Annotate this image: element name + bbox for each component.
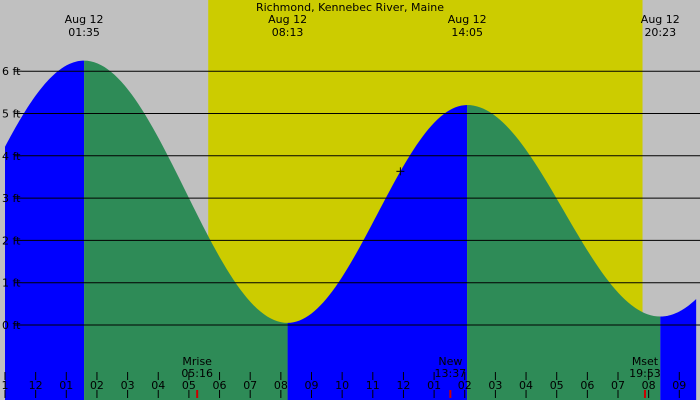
y-tick-label: 1 ft (2, 277, 21, 290)
extreme-time-label: 01:35 (68, 26, 100, 39)
y-tick-label: 2 ft (2, 234, 21, 247)
x-tick-label: 01 (427, 379, 441, 392)
chart-title: Richmond, Kennebec River, Maine (256, 1, 444, 14)
gridline-layer (4, 70, 700, 398)
x-tick-label: 06 (580, 379, 594, 392)
rising-tide-area (5, 60, 85, 400)
y-tick-label: 6 ft (2, 65, 21, 78)
x-tick-label: 05 (550, 379, 564, 392)
rising-tide-area (660, 299, 697, 400)
falling-tide-area (467, 105, 661, 400)
extreme-date-label: Aug 12 (268, 13, 307, 26)
x-tick-label: 12 (396, 379, 410, 392)
x-tick-label: 08 (642, 379, 656, 392)
x-tick-label: 09 (672, 379, 686, 392)
x-tick-label: 02 (458, 379, 472, 392)
event-label: New (438, 355, 462, 368)
x-tick-label: 07 (611, 379, 625, 392)
event-time-label: 13:37 (434, 367, 466, 380)
extreme-date-label: Aug 12 (641, 13, 680, 26)
x-tick-label: 03 (488, 379, 502, 392)
y-tick-label: 0 ft (2, 319, 21, 332)
event-time-label: 19:53 (629, 367, 661, 380)
x-tick-label: 03 (121, 379, 135, 392)
x-tick-label: 09 (305, 379, 319, 392)
extreme-time-label: 08:13 (272, 26, 304, 39)
event-label: Mrise (182, 355, 212, 368)
event-time-label: 05:16 (181, 367, 213, 380)
y-tick-label: 5 ft (2, 108, 21, 121)
x-tick-label: 1 (2, 379, 9, 392)
extreme-time-label: 20:23 (644, 26, 676, 39)
extreme-date-label: Aug 12 (448, 13, 487, 26)
x-tick-label: 07 (243, 379, 257, 392)
y-tick-label: 4 ft (2, 150, 21, 163)
x-tick-label: 02 (90, 379, 104, 392)
x-tick-label: 08 (274, 379, 288, 392)
extreme-date-label: Aug 12 (65, 13, 104, 26)
falling-tide-area (84, 60, 288, 400)
x-tick-label: 01 (59, 379, 73, 392)
x-tick-label: 06 (213, 379, 227, 392)
x-tick-label: 04 (519, 379, 533, 392)
x-tick-label: 12 (29, 379, 43, 392)
tide-area-layer (5, 60, 697, 400)
x-tick-label: 10 (335, 379, 349, 392)
event-label: Mset (632, 355, 659, 368)
x-tick-label: 05 (182, 379, 196, 392)
x-tick-label: 11 (366, 379, 380, 392)
rising-tide-area (287, 105, 468, 400)
extreme-time-label: 14:05 (451, 26, 483, 39)
label-layer: 6 ft 5 ft 4 ft 3 ft 2 ft 1 ft 0 ft 1 12 01 02 03 04 0… (2, 13, 687, 392)
x-tick-label: 04 (151, 379, 165, 392)
y-tick-label: 3 ft (2, 192, 21, 205)
